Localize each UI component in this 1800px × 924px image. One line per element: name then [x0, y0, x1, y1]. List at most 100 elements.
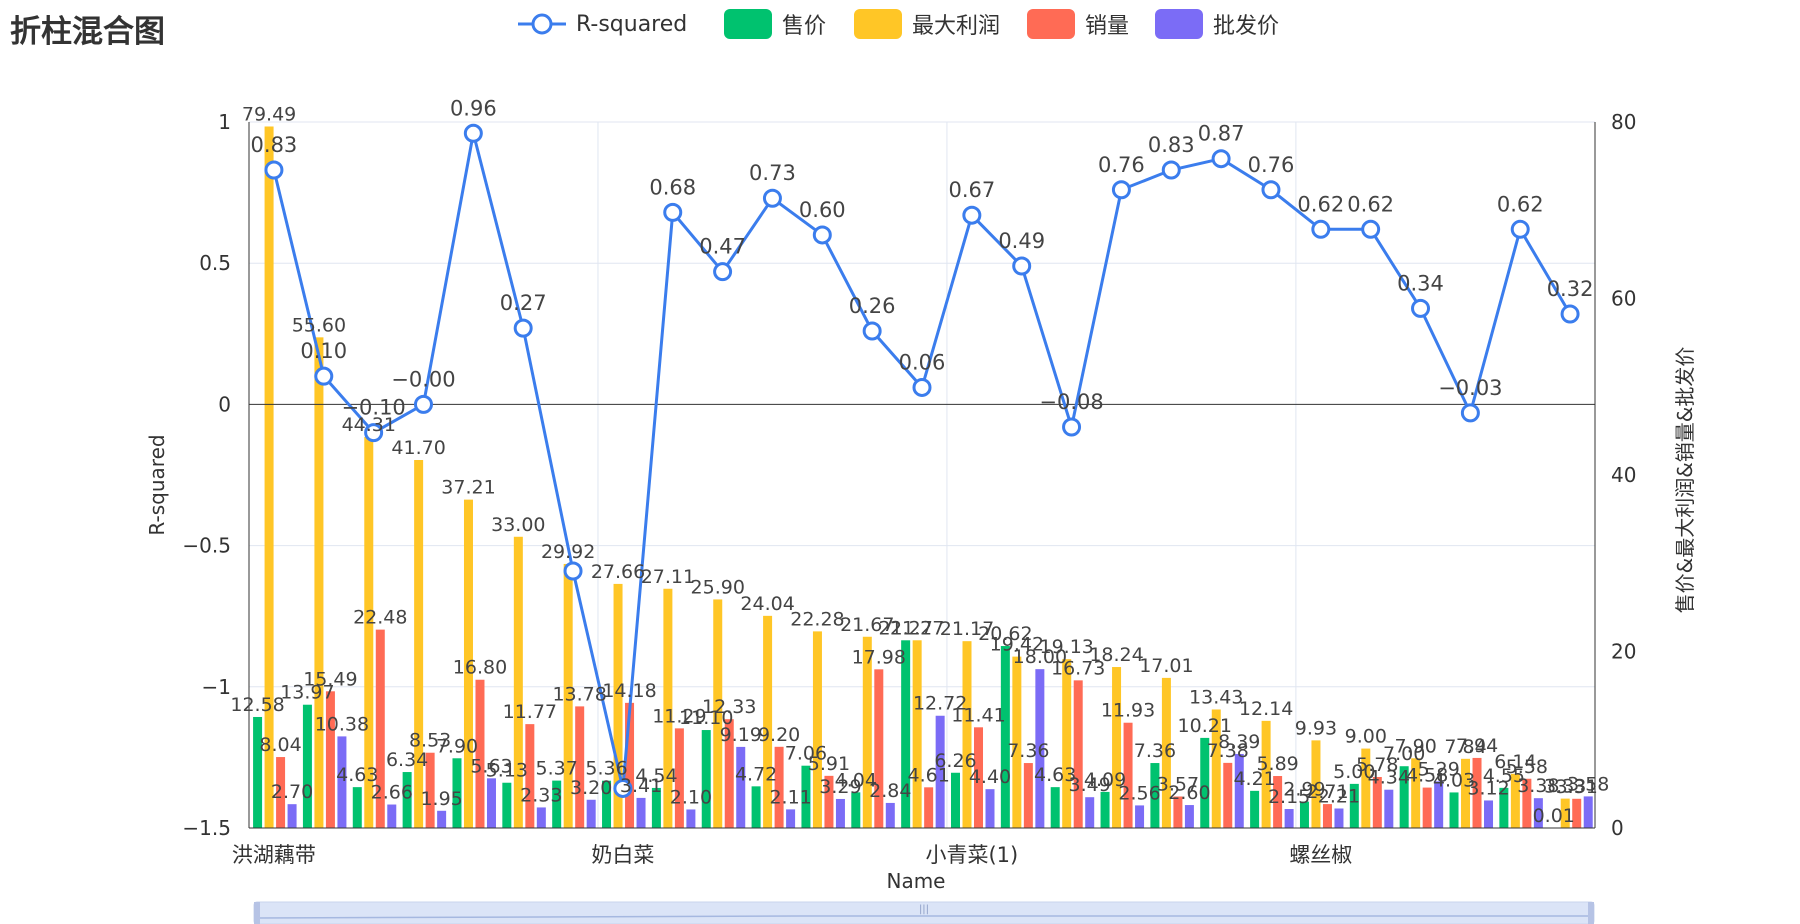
- bar-data-label: 5.63: [470, 755, 512, 777]
- bar: [502, 782, 512, 828]
- grid: [249, 121, 1595, 828]
- bar-data-label: 3.31: [1556, 776, 1598, 798]
- bar-data-label: 2.66: [371, 782, 413, 804]
- legend-item-wholesale-price[interactable]: 批发价: [1155, 8, 1279, 40]
- bar: [425, 752, 435, 828]
- legend-label: 批发价: [1213, 14, 1280, 39]
- bar-data-label: 55.60: [292, 314, 346, 336]
- bar: [1012, 656, 1022, 828]
- legend-item-r-squared[interactable]: R-squared: [518, 8, 687, 40]
- bar-data-label: 24.04: [740, 593, 794, 615]
- line-point: [1211, 149, 1231, 169]
- line-point: [1012, 256, 1032, 276]
- bar-data-label: 7.94: [1456, 735, 1498, 757]
- bar: [325, 691, 335, 828]
- bar: [1434, 781, 1444, 828]
- bar: [314, 337, 324, 828]
- bar-data-label: 12.33: [702, 696, 756, 718]
- bar: [1035, 669, 1045, 828]
- bar-data-label: 18.00: [1013, 646, 1067, 668]
- bar-data-label: 9.20: [758, 724, 800, 746]
- bar-data-label: 4.72: [735, 763, 777, 785]
- bar: [1311, 740, 1321, 828]
- bar: [801, 765, 811, 828]
- line-data-label: −0.10: [341, 396, 405, 420]
- legend-item-sales-volume[interactable]: 销量: [1027, 8, 1129, 40]
- bar: [674, 728, 684, 828]
- bar-data-label: 2.84: [869, 780, 911, 802]
- bar: [1299, 801, 1309, 828]
- legend-item-max-profit[interactable]: 最大利润: [854, 8, 1000, 40]
- legend-label: 销量: [1085, 14, 1130, 39]
- bar-data-label: 15.49: [303, 668, 357, 690]
- y-tick-label: 0: [218, 392, 231, 416]
- bar-data-label: 4.58: [1406, 765, 1448, 787]
- bar: [1583, 796, 1593, 828]
- bar-data-label: 37.21: [441, 477, 495, 499]
- line-data-label: 0.34: [1397, 271, 1444, 295]
- bar-data-label: 8.53: [409, 730, 451, 752]
- bar: [387, 804, 397, 828]
- bar-data-label: 5.89: [1256, 753, 1298, 775]
- line-data-label: 0.68: [649, 175, 696, 199]
- bar-data-label: 11.93: [1101, 700, 1155, 722]
- y-right-tick-label: 0: [1611, 816, 1624, 840]
- bar-data-label: 13.97: [280, 682, 334, 704]
- line-data-label: 0.60: [799, 198, 846, 222]
- line-point: [862, 321, 882, 341]
- bar-data-label: 2.15: [1268, 786, 1310, 808]
- zoom-handle-right[interactable]: [1588, 902, 1594, 924]
- line-point: [314, 366, 334, 386]
- bar: [452, 758, 462, 828]
- bar: [1184, 805, 1194, 828]
- bar-data-label: 7.84: [1444, 736, 1486, 758]
- bar: [1334, 808, 1344, 828]
- line-data-label: 0.67: [948, 178, 995, 202]
- zoom-handle-left[interactable]: [254, 902, 260, 924]
- bar-data-label: 2.11: [769, 786, 811, 808]
- bar: [1050, 787, 1060, 828]
- bar-data-label: 11.41: [951, 704, 1005, 726]
- bar-data-label: 33.00: [491, 514, 545, 536]
- legend-item-sale-price[interactable]: 售价: [724, 8, 826, 40]
- bar-data-label: 19.13: [1040, 636, 1094, 658]
- line-point: [1111, 180, 1131, 200]
- bar: [713, 599, 723, 828]
- bar: [763, 615, 773, 828]
- legend-label: 最大利润: [912, 14, 1001, 39]
- bar-data-label: 4.09: [1084, 769, 1126, 791]
- line-data-label: −0.03: [1438, 376, 1502, 400]
- bar: [951, 772, 961, 828]
- bar-data-label: 5.78: [1356, 754, 1398, 776]
- bar-data-label: 20.62: [978, 623, 1032, 645]
- line-point: [912, 377, 932, 397]
- bar-data-label: 17.01: [1139, 655, 1193, 677]
- legend-swatch-icon: [1155, 9, 1203, 39]
- bar-data-label: 4.40: [969, 766, 1011, 788]
- bar-data-label: 21.17: [940, 618, 994, 640]
- bar: [1273, 776, 1283, 828]
- bar-data-label: 6.14: [1494, 751, 1536, 773]
- bar-data-label: 12.58: [230, 694, 284, 716]
- data-zoom-slider[interactable]: |||: [253, 901, 1595, 924]
- x-tick-label: 奶白菜: [591, 843, 654, 867]
- bar: [1560, 798, 1570, 828]
- x-tick-label: 螺丝椒: [1289, 843, 1352, 867]
- zoom-grip-icon[interactable]: |||: [919, 904, 929, 915]
- bar-data-label: 18.24: [1089, 644, 1143, 666]
- line-data-label: 0.83: [251, 133, 298, 157]
- line-data-label: −0.00: [391, 367, 455, 391]
- bar-data-label: 1.95: [420, 788, 462, 810]
- line-point: [962, 205, 982, 225]
- bar: [935, 715, 945, 828]
- bar-data-label: 22.28: [790, 608, 844, 630]
- bar: [751, 786, 761, 828]
- y-axis-title: R-squared: [145, 434, 169, 535]
- x-axis-title: Name: [886, 869, 945, 893]
- bar-data-label: 41.70: [391, 437, 445, 459]
- bar: [1384, 789, 1394, 828]
- bar-data-label: 11.29: [652, 705, 706, 727]
- bar: [1461, 758, 1471, 828]
- bar: [486, 778, 496, 828]
- legend-swatch-icon: [854, 9, 902, 39]
